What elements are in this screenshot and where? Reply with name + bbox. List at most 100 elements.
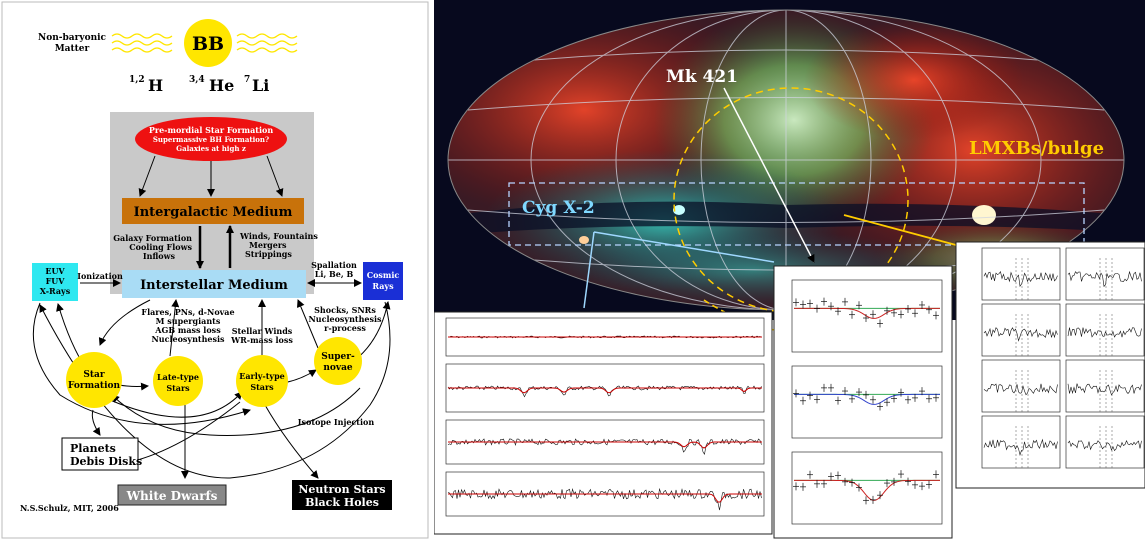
ism-box: [122, 270, 306, 298]
galaxy-formation-line3: Inflows: [143, 251, 176, 261]
h-superscript: 1,2: [129, 75, 145, 85]
late-type-line2: Stars: [166, 383, 190, 393]
star-formation-circle: [66, 352, 122, 408]
neutron-line1: Neutron Stars: [298, 483, 385, 496]
mk421-spectrum-frame: [791, 279, 943, 353]
he-superscript: 3,4: [189, 75, 205, 85]
galaxy-formation-line1: Galaxy Formation: [113, 233, 192, 243]
euv-line3: X-Rays: [40, 286, 71, 296]
planets-line2: Debis Disks: [70, 455, 142, 468]
euv-line1: EUV: [45, 266, 65, 276]
white-dwarfs-label: White Dwarfs: [126, 489, 218, 503]
igm-box: [122, 198, 304, 224]
early-type-stars-circle: [236, 355, 288, 407]
lmxb-spectrum-trace: [983, 270, 1058, 287]
lmxb-spectrum-trace: [1067, 440, 1142, 452]
lmxb-spectrum-trace: [1067, 383, 1142, 396]
early-type-line1: Early-type: [239, 371, 285, 381]
winds-line1: Winds, Fountains: [239, 231, 318, 241]
euv-line2: FUV: [46, 276, 66, 286]
premordial-line1: Pre-mordial Star Formation: [149, 125, 273, 135]
lmxb-spectrum-trace: [1067, 327, 1142, 338]
mk421-spectrum-frame: [791, 365, 943, 439]
premordial-line2: Supermassive BH Formation?: [153, 135, 269, 144]
neutron-line2: Black Holes: [305, 496, 379, 509]
supernovae-circle: [314, 337, 362, 385]
neutron-stars-box: [292, 480, 392, 510]
hydrogen-label: H: [148, 76, 163, 95]
cosmic-rays-box: [363, 262, 403, 300]
cyg-spectrum-frame: [445, 471, 765, 517]
lmxb-spectrum-frame: [981, 303, 1061, 357]
galactic-plane-box: [508, 182, 1085, 246]
mk421-label: Mk 421: [666, 67, 738, 87]
flares-line2: M supergiants: [156, 316, 221, 326]
lmxb-spectrum-trace: [1067, 270, 1142, 288]
credit-label: N.S.Schulz, MIT, 2006: [20, 503, 119, 513]
spallation-line1: Spallation: [311, 260, 357, 270]
winds-line3: Strippings: [245, 249, 292, 259]
matter-cycle-diagram: Non-baryonic Matter BB 1,2 H 3,4 He 7 Li…: [1, 1, 429, 539]
cosmic-line1: Cosmic: [367, 270, 400, 280]
white-dwarfs-box: [117, 484, 227, 506]
cygx2-spectra-panel: [434, 311, 773, 535]
bulge-circle: [673, 87, 909, 313]
cygx2-pointer-left: [583, 231, 595, 309]
mk421-model: [794, 393, 940, 405]
cyg-spectrum-frame: [445, 363, 765, 413]
cygx2-pointer-right: [593, 231, 775, 263]
helium-label: He: [209, 76, 234, 95]
flares-line1: Flares, PNs, d-Novae: [141, 307, 234, 317]
late-type-line1: Late-type: [157, 372, 199, 382]
lmxb-spectra-grid: [955, 241, 1145, 489]
ism-label: Interstellar Medium: [140, 278, 288, 293]
lmxb-spectrum-frame: [981, 359, 1061, 413]
planets-line1: Planets: [70, 442, 116, 455]
mk421-model: [794, 479, 940, 501]
star-formation-line2: Formation: [68, 381, 121, 391]
big-bang-circle: [184, 19, 232, 67]
premordial-line3: Galaxies at high z: [176, 144, 246, 153]
lmxb-pointer: [843, 214, 957, 246]
supernovae-line2: novae: [323, 363, 353, 373]
nonbaryonic-label-line1: Non-baryonic: [38, 33, 107, 43]
mk421-pointer: [723, 87, 815, 263]
lmxb-spectrum-frame: [1065, 303, 1145, 357]
cyg-spectrum-model: [448, 493, 762, 503]
mk421-velocity-panel: [773, 265, 953, 539]
isotope-injection-label: Isotope Injection: [298, 417, 375, 427]
mk421-spectrum-frame: [791, 451, 943, 525]
early-type-line2: Stars: [250, 382, 274, 392]
lmxb-spectrum-trace: [983, 438, 1058, 456]
lmxb-spectrum-trace: [983, 327, 1058, 342]
lmxb-spectrum-frame: [1065, 359, 1145, 413]
nonbaryonic-label-line2: Matter: [55, 44, 90, 54]
shocks-line2: Nucleosynthesis: [308, 314, 382, 324]
spallation-line2: Li, Be, B: [315, 269, 354, 279]
cyg-spectrum-model: [448, 441, 762, 449]
flares-line4: Nucleosynthesis: [151, 334, 225, 344]
shocks-line1: Shocks, SNRs: [314, 305, 376, 315]
cyg-spectrum-frame: [445, 317, 765, 357]
sky-map-panel: Mk 421 Cyg X-2 LMXBs/bulge: [434, 0, 1145, 540]
ionization-label: Ionization: [77, 271, 123, 281]
cygx2-label: Cyg X-2: [522, 198, 595, 218]
li-superscript: 7: [244, 75, 250, 85]
lmxb-label: LMXBs/bulge: [969, 138, 1104, 159]
flares-line3: AGB mass loss: [154, 325, 221, 335]
lmxb-spectrum-frame: [981, 415, 1061, 469]
lithium-label: Li: [252, 76, 269, 95]
cyg-spectrum-frame: [445, 419, 765, 465]
winds-line2: Mergers: [249, 240, 287, 250]
igm-label: Intergalactic Medium: [134, 205, 293, 220]
lmxb-spectrum-frame: [981, 247, 1061, 301]
galaxy-formation-line2: Cooling Flows: [129, 242, 192, 252]
cosmic-line2: Rays: [372, 281, 394, 291]
supernovae-line1: Super-: [321, 352, 355, 362]
cyg-spectrum-trace: [447, 487, 762, 511]
lmxb-spectrum-frame: [1065, 415, 1145, 469]
lmxb-spectrum-frame: [1065, 247, 1145, 301]
star-formation-line1: Star: [83, 370, 104, 380]
late-type-stars-circle: [153, 356, 203, 406]
